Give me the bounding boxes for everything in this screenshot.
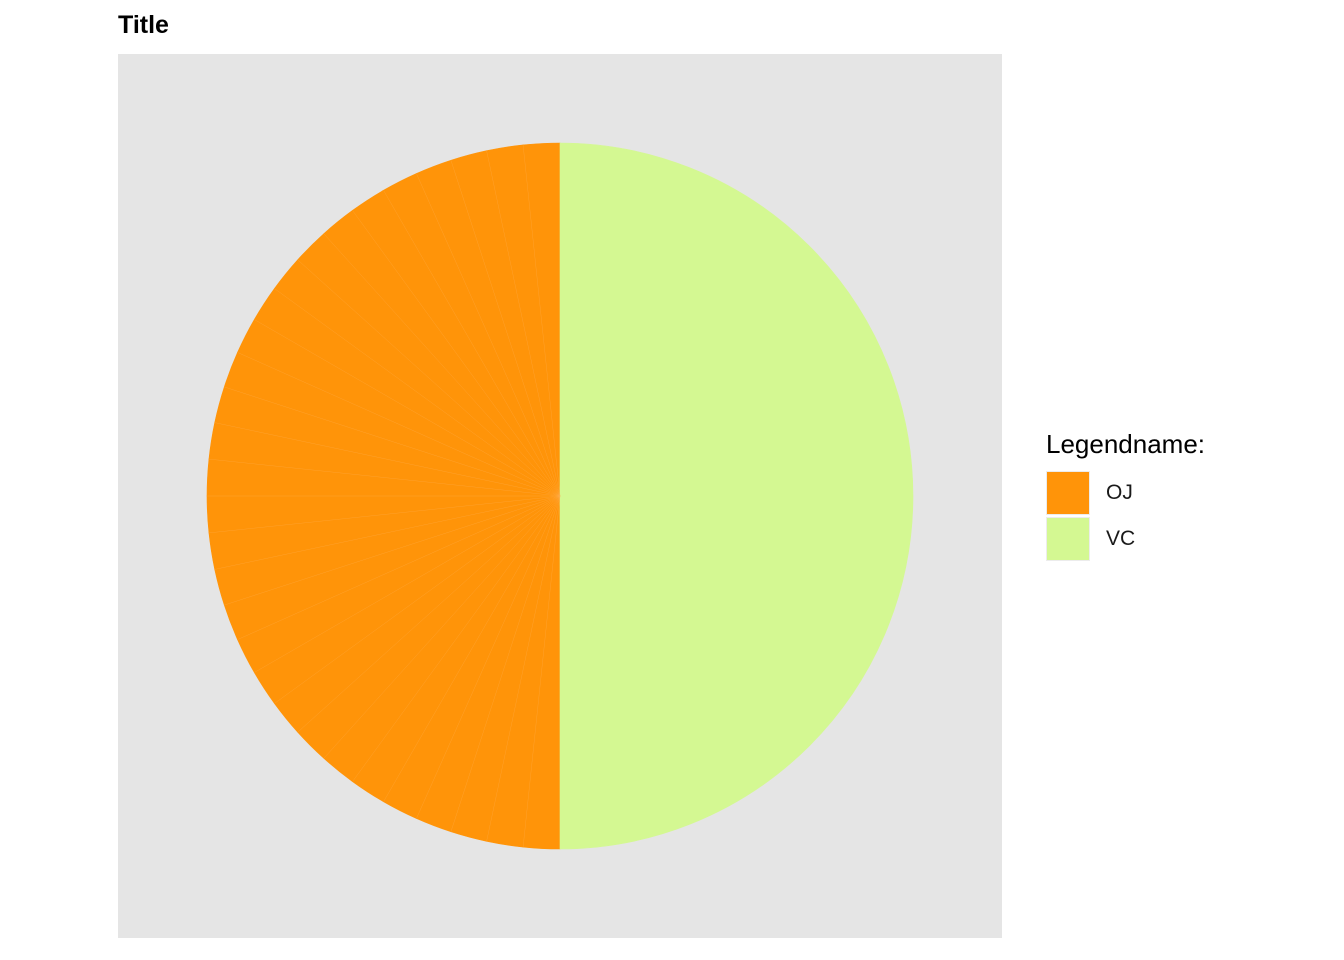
slice-separator-11 (237, 352, 561, 497)
slice-separator-27 (450, 495, 561, 832)
slice-separator-10 (254, 319, 561, 497)
slice-separator-17 (214, 495, 561, 570)
pie-slice-vc-30 (559, 142, 914, 850)
legend-key-oj (1046, 471, 1090, 515)
slice-separator-22 (297, 495, 561, 733)
slice-separator-7 (323, 233, 561, 497)
slice-separator-1 (522, 144, 561, 497)
slice-separator-3 (450, 160, 561, 497)
slice-separator-18 (224, 495, 561, 606)
legend-label-oj: OJ (1106, 481, 1133, 504)
legend-title: Legendname: (1046, 429, 1206, 459)
slice-separator-23 (323, 495, 561, 759)
slice-separator-28 (486, 495, 561, 842)
slice-separator-5 (383, 190, 561, 497)
legend-key-vc (1046, 517, 1090, 561)
slice-separator-6 (352, 210, 561, 497)
slice-separator-25 (383, 495, 561, 802)
slice-separator-4 (416, 173, 561, 497)
slice-separator-9 (274, 288, 561, 497)
slice-separator-12 (224, 386, 561, 497)
slice-separator-14 (208, 458, 561, 497)
slice-separator-16 (208, 495, 561, 534)
slice-separator-19 (237, 495, 561, 640)
slice-separator-2 (486, 150, 561, 497)
chart-title: Title (118, 11, 169, 39)
slice-separator-20 (254, 495, 561, 673)
pie-slices (206, 142, 914, 850)
legend: Legendname: OJ VC (1046, 426, 1205, 562)
legend-item-vc: VC (1046, 516, 1205, 562)
slice-separator-26 (416, 495, 561, 819)
slice-separator-21 (274, 495, 561, 704)
legend-item-oj: OJ (1046, 470, 1205, 516)
legend-label-vc: VC (1106, 527, 1136, 550)
slice-separator-29 (522, 495, 561, 848)
slice-separator-13 (214, 422, 561, 497)
slice-separator-24 (352, 495, 561, 782)
slice-separator-8 (297, 259, 561, 497)
